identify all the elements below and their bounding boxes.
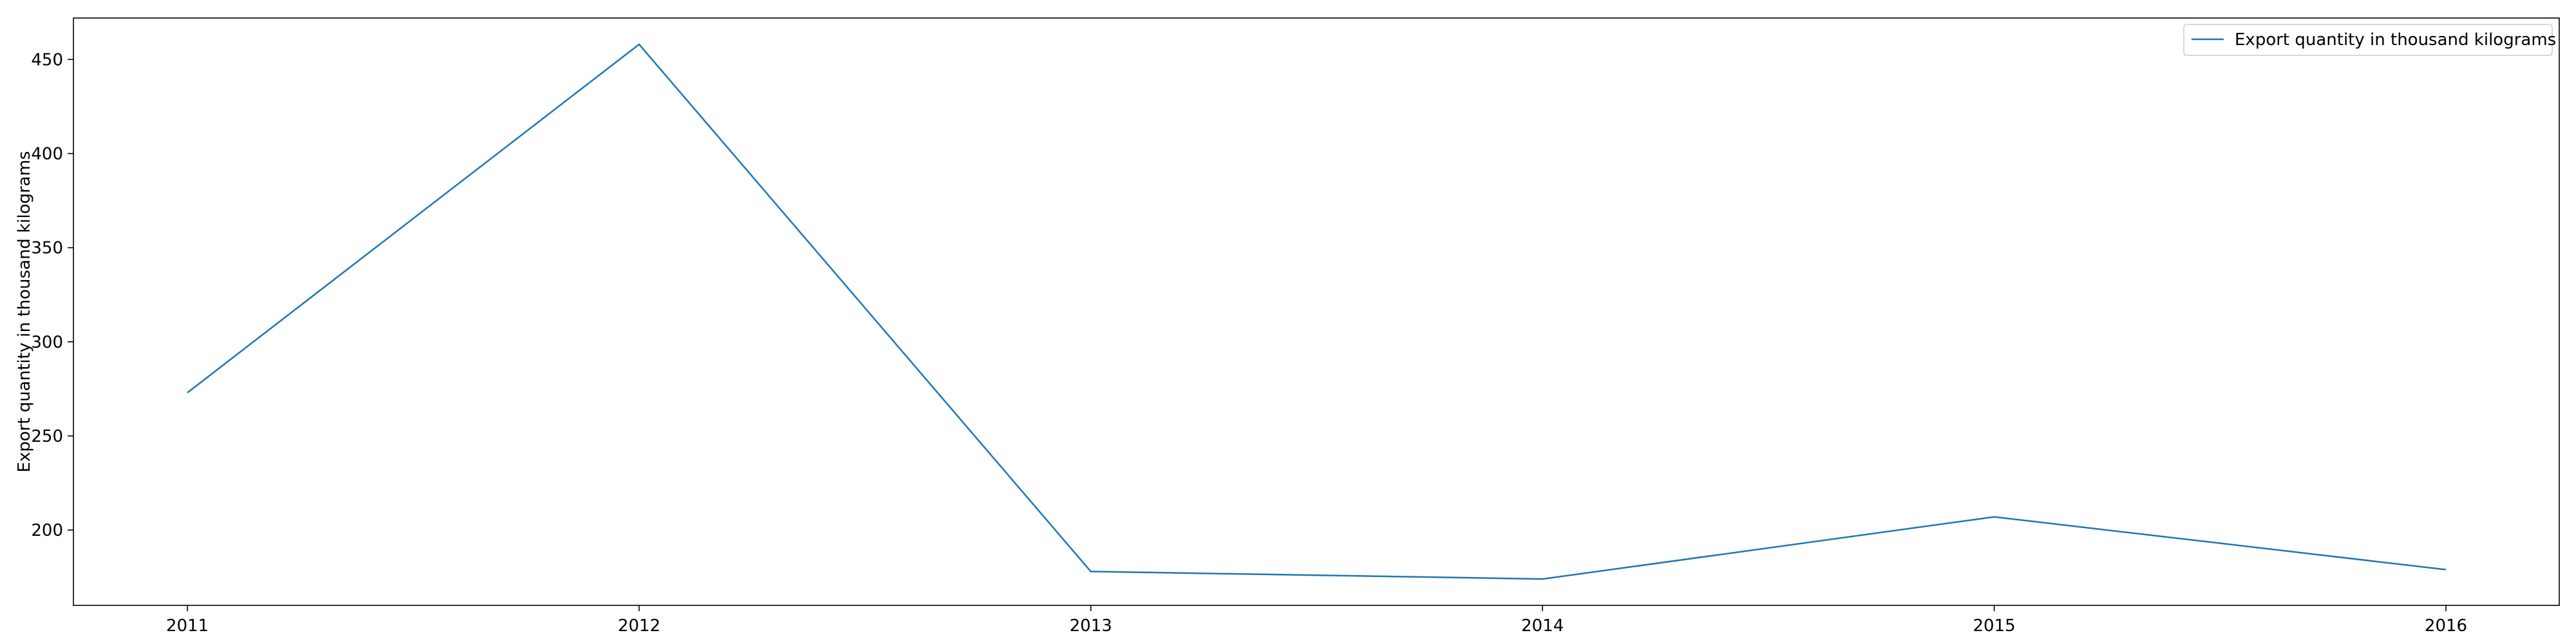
y-axis-label: Export quantity in thousand kilograms xyxy=(15,151,34,472)
legend-box xyxy=(2183,24,2553,56)
x-tick-label: 2011 xyxy=(166,616,209,636)
y-tick-label: 300 xyxy=(31,333,63,352)
series-layer xyxy=(187,43,2447,580)
y-tick-label: 450 xyxy=(31,50,63,70)
y-tick-label: 400 xyxy=(31,144,63,164)
y-tick-label: 350 xyxy=(31,239,63,258)
x-tick-label: 2015 xyxy=(1973,616,2016,636)
y-axis-ticks: 200 250 300 350 400 450 xyxy=(31,50,73,540)
x-tick-label: 2013 xyxy=(1070,616,1112,636)
y-tick-label: 250 xyxy=(31,427,63,446)
legend-label: Export quantity in thousand kilograms xyxy=(2235,30,2556,50)
x-axis-ticks: 2011 2012 2013 2014 2015 2016 xyxy=(166,605,2467,636)
legend: Export quantity in thousand kilograms xyxy=(2183,24,2556,56)
x-tick-label: 2016 xyxy=(2425,616,2467,636)
x-tick-label: 2014 xyxy=(1521,616,1564,636)
series-line xyxy=(187,43,2447,580)
y-tick-label: 200 xyxy=(31,521,63,540)
plot-frame xyxy=(73,17,2560,606)
x-tick-label: 2012 xyxy=(618,616,660,636)
